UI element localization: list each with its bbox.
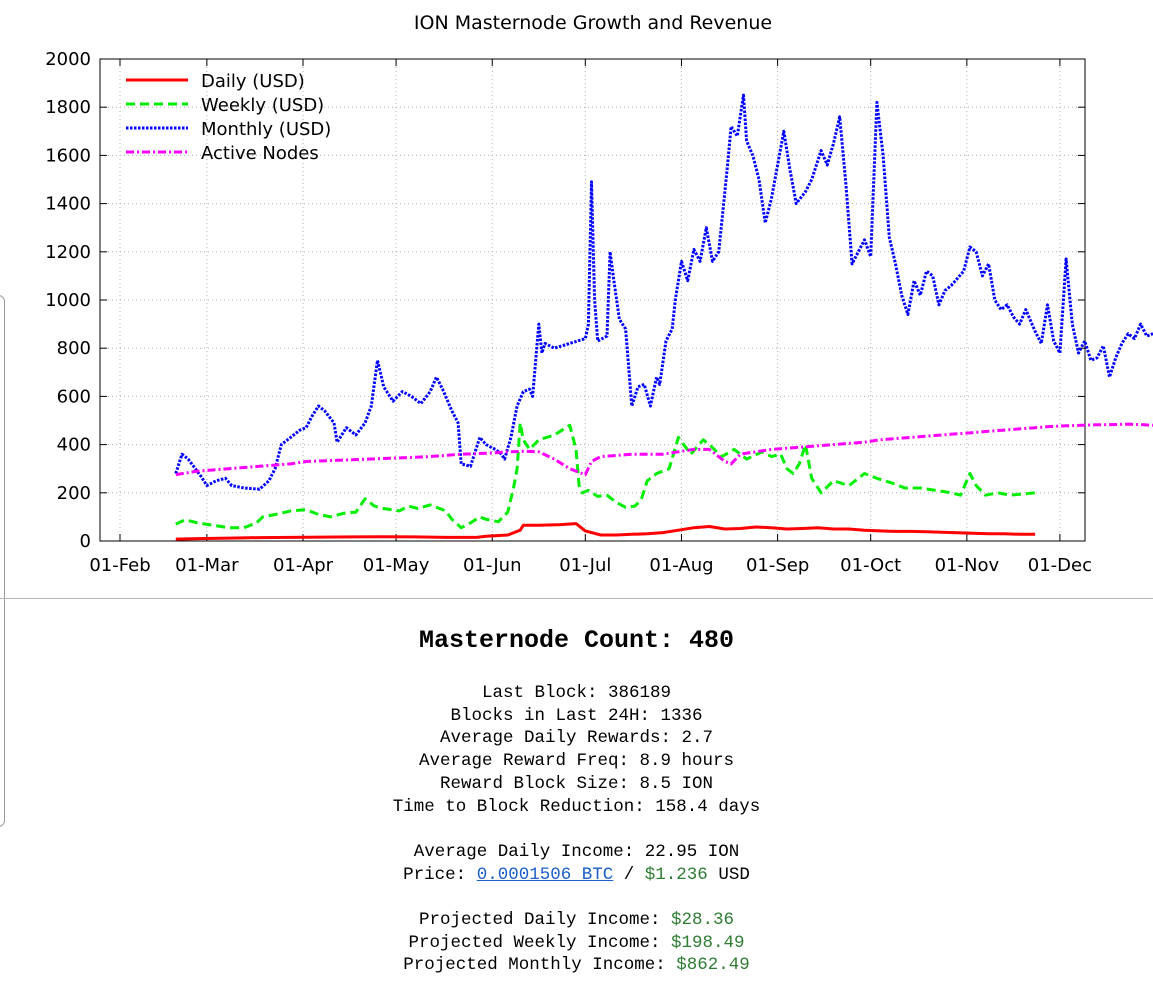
masternode-count-label: Masternode Count:	[418, 626, 674, 655]
projected-daily-value: $28.36	[671, 910, 735, 930]
legend: Daily (USD) Weekly (USD) Monthly (USD) Acti…	[126, 71, 331, 164]
price-usd-value: $1.236	[644, 864, 708, 885]
x-tick-label: 01-Nov	[935, 555, 1000, 576]
y-tick-label: 200	[57, 483, 91, 504]
x-tick-label: 01-Oct	[840, 555, 901, 576]
projected-monthly-value: $862.49	[676, 955, 750, 976]
price-separator: /	[623, 864, 635, 885]
chart-area: ION Masternode Growth and Revenue 0 200 40…	[45, 12, 1153, 576]
x-tick-label: 01-Jun	[463, 555, 522, 576]
y-tick-label: 800	[57, 338, 91, 359]
plot-frame	[99, 58, 1086, 542]
series-lines	[174, 93, 1153, 541]
chart-title: ION Masternode Growth and Revenue	[414, 12, 772, 34]
y-tick-label: 600	[57, 386, 91, 407]
avg-daily-rewards: Average Daily Rewards: 2.7	[439, 728, 714, 749]
legend-label: Monthly (USD)	[201, 119, 331, 140]
projected-daily-income: Projected Daily Income: $28.36	[0, 909, 1153, 932]
x-tick-label: 01-Aug	[649, 555, 713, 576]
projected-weekly-value: $198.49	[671, 932, 745, 953]
y-tick-label: 400	[57, 435, 91, 456]
avg-reward-freq: Average Reward Freq: 8.9 hours	[418, 751, 735, 772]
x-tick-label: 01-Feb	[89, 555, 150, 576]
price-btc-link[interactable]: 0.0001506 BTC	[476, 864, 614, 885]
reward-block-size: Reward Block Size: 8.5 ION	[439, 773, 714, 794]
price-usd-unit: USD	[718, 864, 750, 885]
projected-monthly-income: Projected Monthly Income: $862.49	[0, 954, 1153, 977]
y-tick-label: 2000	[45, 49, 91, 70]
x-tick-label: 01-Mar	[175, 555, 239, 576]
time-to-reduction: Time to Block Reduction: 158.4 days	[392, 796, 761, 817]
stats-panel: Masternode Count: 480 Last Block: 386189…	[0, 622, 1153, 977]
projected-monthly-label: Projected Monthly Income:	[403, 955, 666, 976]
projected-weekly-income: Projected Weekly Income: $198.49	[0, 932, 1153, 955]
x-tick-label: 01-Dec	[1028, 555, 1092, 576]
x-tick-label: 01-Apr	[273, 555, 334, 576]
y-tick-label: 1800	[45, 97, 91, 118]
grid-lines	[100, 59, 1085, 541]
blocks-24h: Blocks in Last 24H: 1336	[450, 705, 703, 726]
masternode-count: Masternode Count: 480	[0, 622, 1153, 660]
price-label: Price:	[403, 864, 467, 885]
legend-label: Daily (USD)	[201, 71, 305, 92]
price-line: Price: 0.0001506 BTC / $1.236 USD	[0, 864, 1153, 887]
section-divider	[0, 598, 1153, 599]
x-tick-label: 01-Sep	[746, 555, 809, 576]
y-tick-label: 1000	[45, 290, 91, 311]
y-tick-label: 0	[80, 531, 91, 552]
revenue-chart: ION Masternode Growth and Revenue 0 200 40…	[45, 12, 1153, 576]
last-block: Last Block: 386189	[481, 683, 672, 703]
legend-label: Active Nodes	[201, 143, 319, 164]
axes: 0 200 400 600 800 1000 1200 1400 1600 1800 2000 01-…	[45, 49, 1092, 576]
series-line-daily-usd	[175, 522, 1036, 541]
series-line-monthly-usd	[174, 93, 1153, 491]
x-tick-label: 01-Jul	[559, 555, 611, 576]
masternode-count-value: 480	[689, 626, 735, 655]
avg-daily-income: Average Daily Income: 22.95 ION	[413, 841, 740, 862]
y-tick-label: 1200	[45, 242, 91, 263]
legend-label: Weekly (USD)	[201, 95, 324, 116]
y-tick-label: 1400	[45, 194, 91, 215]
series-line-weekly-usd	[175, 421, 1036, 530]
projected-weekly-label: Projected Weekly Income:	[408, 932, 661, 953]
x-tick-label: 01-May	[363, 555, 430, 576]
projected-daily-label: Projected Daily Income:	[418, 910, 661, 930]
series-line-active-nodes	[175, 422, 1153, 477]
y-tick-label: 1600	[45, 145, 91, 166]
